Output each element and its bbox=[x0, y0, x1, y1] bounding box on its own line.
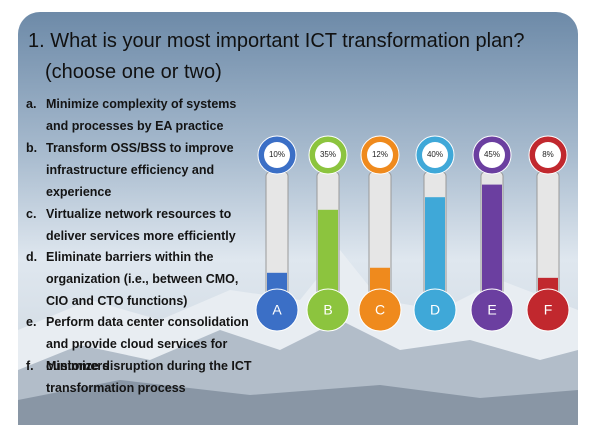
option-text: Eliminate barriers within the organizati… bbox=[46, 250, 239, 308]
option-label: f. bbox=[26, 359, 34, 373]
subtitle: (choose one or two) bbox=[45, 61, 222, 83]
value-label: 8% bbox=[542, 150, 554, 159]
bulb bbox=[358, 288, 402, 332]
top-face bbox=[315, 142, 341, 168]
option-label: e. bbox=[26, 315, 37, 329]
value-label: 45% bbox=[484, 150, 500, 159]
top-face bbox=[422, 142, 448, 168]
option-text: Virtualize network resources to deliver … bbox=[46, 207, 236, 243]
top-face bbox=[479, 142, 505, 168]
value-label: 12% bbox=[372, 150, 388, 159]
option: d. Eliminate barriers within the organiza… bbox=[26, 246, 258, 312]
option: c. Virtualize network resources to delive… bbox=[26, 203, 258, 247]
option-text: Minimize disruption during the ICT trans… bbox=[46, 359, 252, 395]
option: a. Minimize complexity of systems and pro… bbox=[26, 93, 258, 137]
option-label: b. bbox=[26, 141, 38, 155]
option: f. Minimize disruption during the ICT tra… bbox=[26, 355, 258, 399]
bar bbox=[482, 184, 502, 298]
bulb bbox=[306, 288, 350, 332]
title: 1. What is your most important ICT trans… bbox=[28, 30, 525, 52]
option: e. Perform data center consolidation and … bbox=[26, 311, 258, 377]
top-face bbox=[264, 142, 290, 168]
bulb bbox=[470, 288, 514, 332]
option-text: Transform OSS/BSS to improve infrastruct… bbox=[46, 141, 234, 199]
top-face bbox=[535, 142, 561, 168]
x-tick-label: F bbox=[544, 302, 553, 318]
option-text: Perform data center consolidation and pr… bbox=[46, 315, 249, 373]
x-tick-label: C bbox=[375, 302, 385, 318]
value-label: 10% bbox=[269, 150, 285, 159]
bulb bbox=[413, 288, 457, 332]
x-tick-label: D bbox=[430, 302, 440, 318]
x-tick-label: B bbox=[323, 302, 332, 318]
mountain-base bbox=[18, 380, 578, 425]
bulb bbox=[526, 288, 570, 332]
option-text: Minimize complexity of systems and proce… bbox=[46, 97, 237, 133]
bar bbox=[425, 197, 445, 298]
value-label: 35% bbox=[320, 150, 336, 159]
option-label: a. bbox=[26, 97, 37, 111]
bulb bbox=[255, 288, 299, 332]
bar bbox=[318, 209, 338, 298]
x-tick-label: E bbox=[487, 302, 496, 318]
option-label: c. bbox=[26, 207, 37, 221]
option: b. Transform OSS/BSS to improve infrastru… bbox=[26, 137, 258, 203]
option-label: d. bbox=[26, 250, 38, 264]
top-face bbox=[367, 142, 393, 168]
x-tick-label: A bbox=[272, 302, 282, 318]
value-label: 40% bbox=[427, 150, 443, 159]
